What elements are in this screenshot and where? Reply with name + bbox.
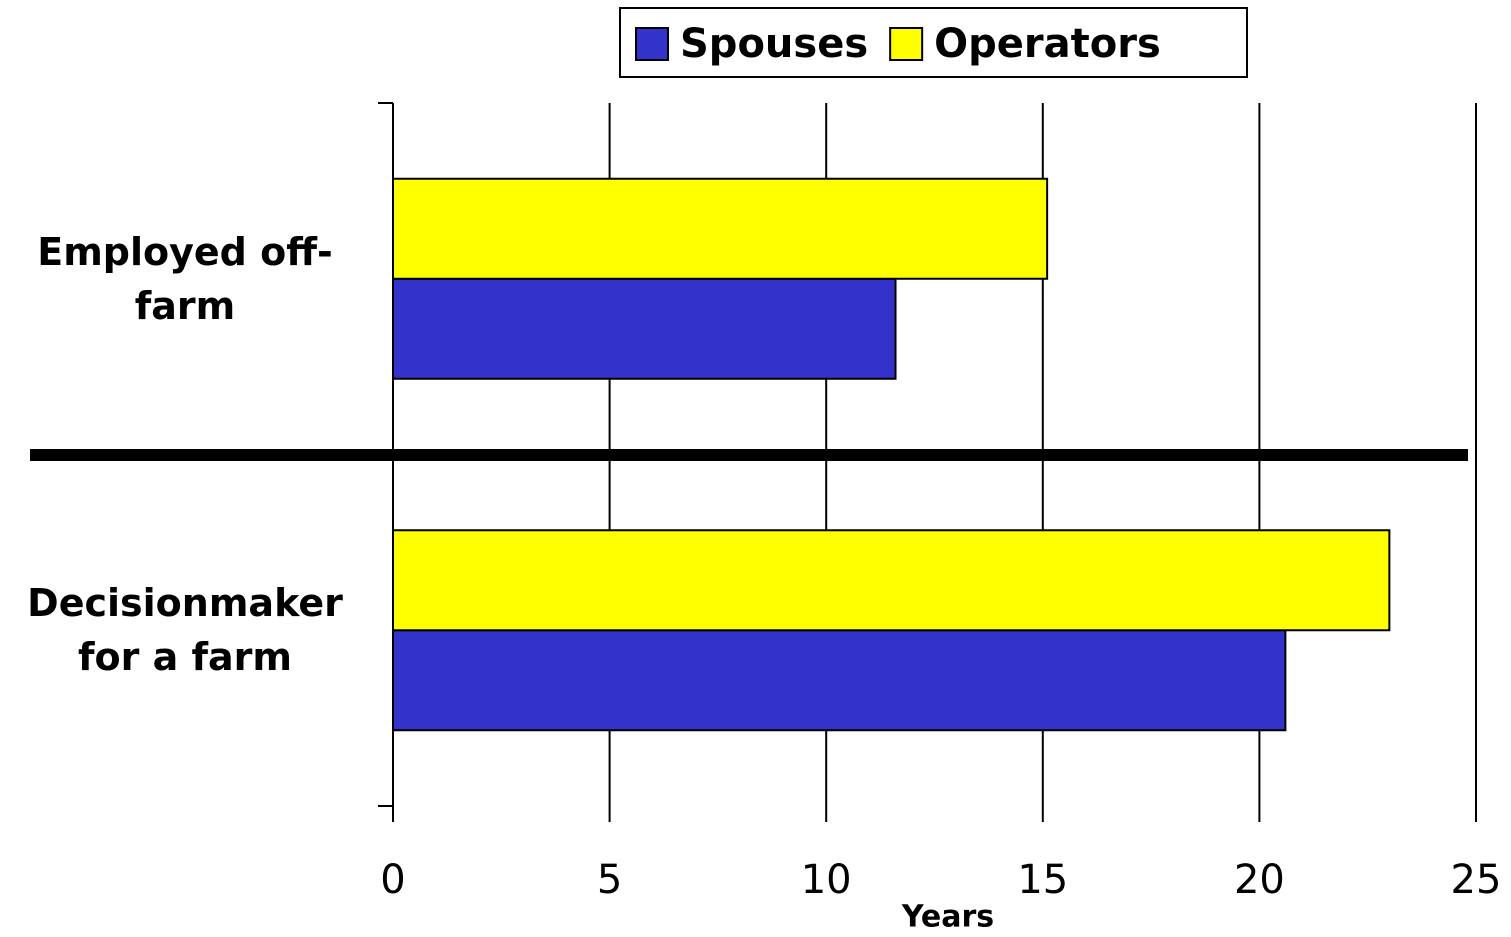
legend-label: Operators	[934, 21, 1161, 67]
x-tick-label: 25	[1451, 857, 1502, 903]
bar	[392, 629, 1287, 732]
legend-swatch	[635, 27, 669, 61]
y-tick-label: Employed off-farm	[37, 229, 333, 328]
bar	[392, 529, 1391, 632]
y-tick-label: Decisionmaker for a farm	[27, 581, 343, 680]
bar	[392, 177, 1049, 280]
bar	[392, 277, 897, 380]
legend-swatch	[889, 27, 924, 61]
x-tick-label: 20	[1234, 857, 1285, 903]
x-tick-label: 5	[597, 857, 622, 903]
x-tick-label: 15	[1017, 857, 1068, 903]
x-axis-label: Years	[901, 900, 994, 935]
x-tick-label: 0	[380, 857, 405, 903]
x-tick-label: 10	[801, 857, 852, 903]
legend-label: Spouses	[680, 21, 868, 67]
legend-box	[619, 7, 1248, 78]
